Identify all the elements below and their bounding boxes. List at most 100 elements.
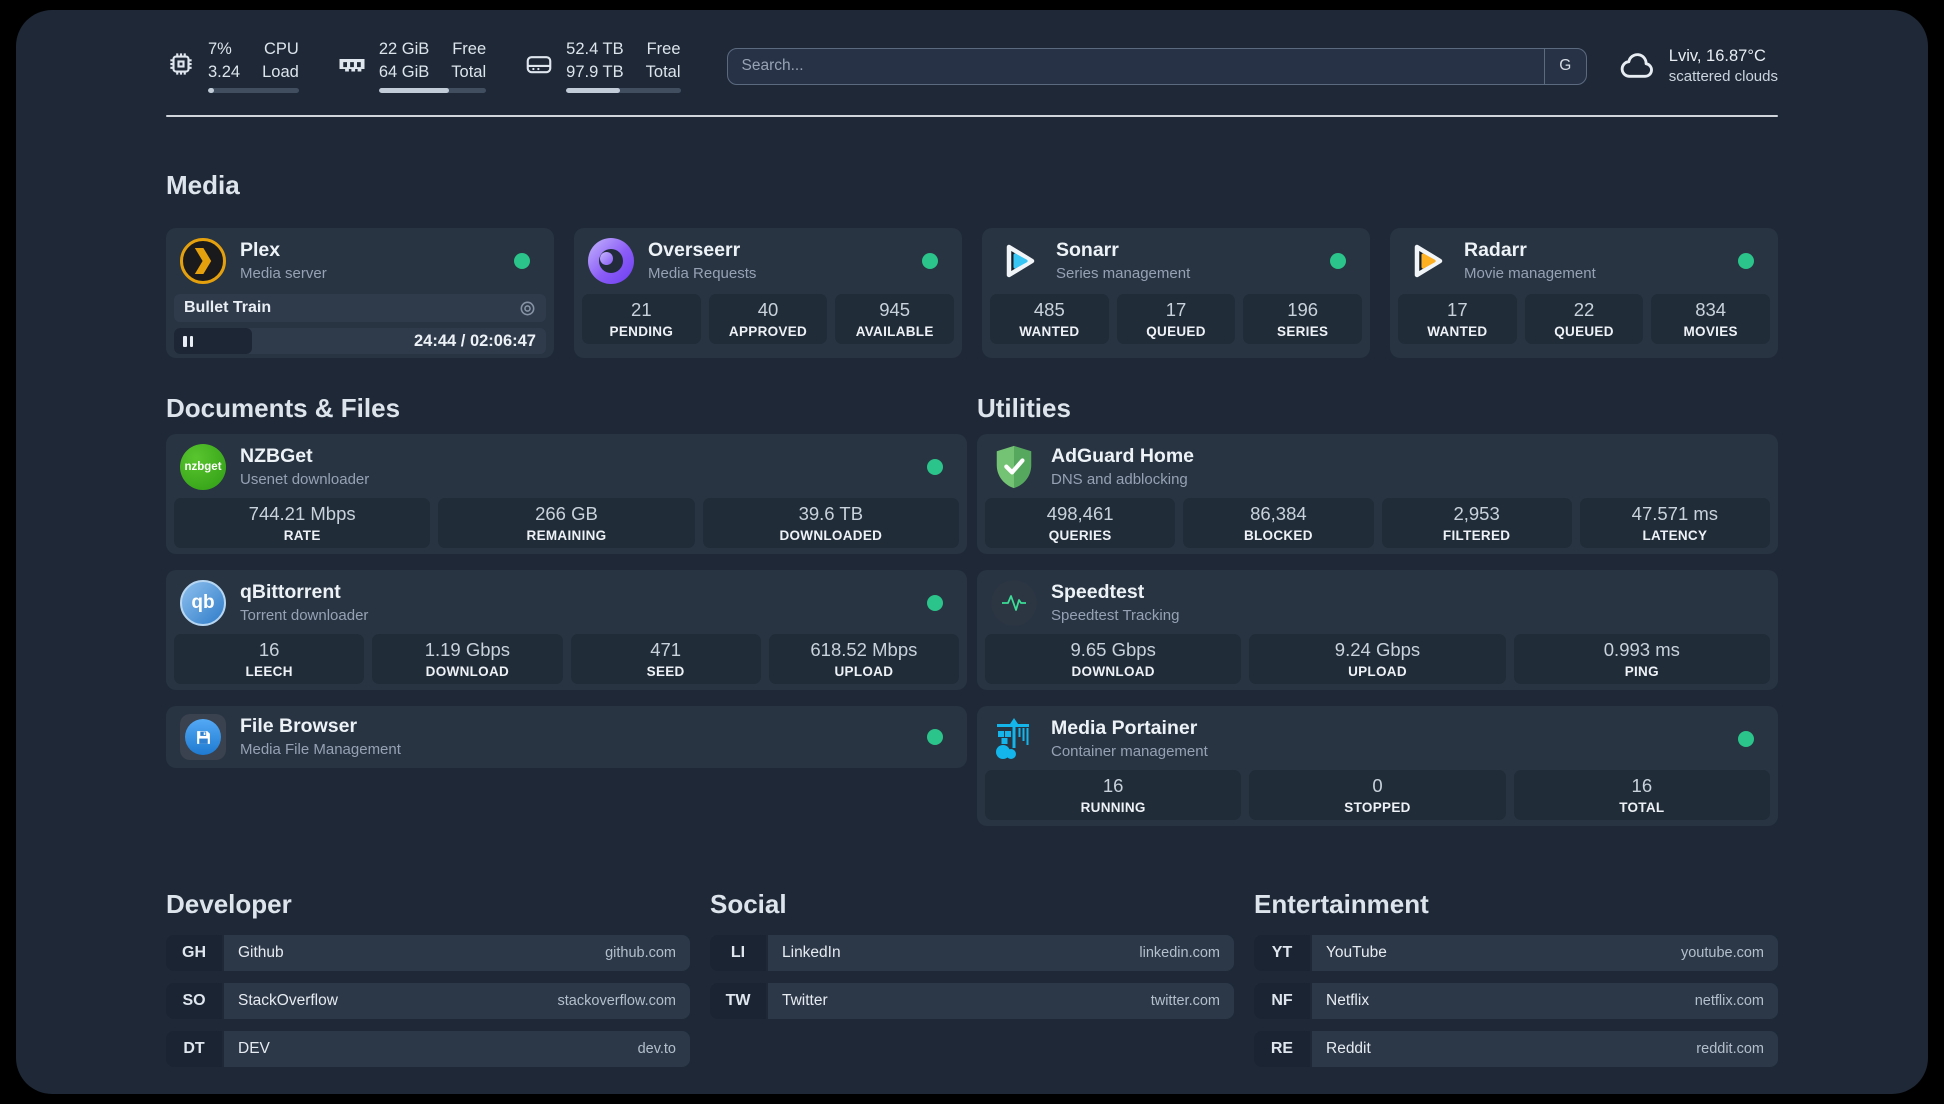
portainer-icon <box>991 716 1037 762</box>
cpu-usage-label: CPU <box>264 40 299 59</box>
pause-icon[interactable] <box>183 335 193 347</box>
top-bar: 7% CPU 3.24 Load <box>166 35 1778 97</box>
service-card-qbittorrent[interactable]: qb qBittorrent Torrent downloader 16 LEE… <box>166 570 967 690</box>
now-playing-view-icon[interactable] <box>519 300 536 317</box>
service-card-speedtest[interactable]: Speedtest Speedtest Tracking 9.65 Gbps D… <box>977 570 1778 690</box>
cpu-progress-fill <box>208 87 215 93</box>
stat-label: LEECH <box>245 663 293 679</box>
stat-value: 16 <box>1631 775 1653 797</box>
cpu-icon <box>166 49 196 79</box>
bookmark-dev[interactable]: DT DEV dev.to <box>166 1031 690 1067</box>
bookmark-url: stackoverflow.com <box>557 993 676 1009</box>
qbittorrent-icon: qb <box>180 580 226 626</box>
search-provider-button[interactable]: G <box>1543 48 1586 84</box>
status-dot-online <box>922 253 938 269</box>
bookmark-name: LinkedIn <box>782 944 841 961</box>
status-dot-online <box>927 459 943 475</box>
stat-label: DOWNLOAD <box>425 663 510 679</box>
stat-ping: 0.993 ms PING <box>1513 634 1770 684</box>
service-name: File Browser <box>240 714 358 737</box>
stat-value: 498,461 <box>1046 503 1114 525</box>
stat-downloaded: 39.6 TB DOWNLOADED <box>702 498 959 548</box>
service-card-portainer[interactable]: Media Portainer Container management 16 … <box>977 706 1778 826</box>
overseerr-icon <box>588 238 634 284</box>
service-card-adguard[interactable]: AdGuard Home DNS and adblocking 498,461 … <box>977 434 1778 554</box>
stat-value: 0.993 ms <box>1603 639 1680 661</box>
stat-queued: 22 QUEUED <box>1524 294 1644 344</box>
bookmark-abbr: LI <box>710 935 766 971</box>
bookmark-name: Netflix <box>1326 992 1370 1009</box>
bookmark-linkedin[interactable]: LI LinkedIn linkedin.com <box>710 935 1234 971</box>
service-description: Series management <box>1056 264 1191 282</box>
stat-label: RUNNING <box>1080 799 1146 815</box>
bookmark-abbr: TW <box>710 983 766 1019</box>
bookmark-name: Reddit <box>1326 1040 1371 1057</box>
weather-condition: scattered clouds <box>1668 68 1778 85</box>
disk-free-label: Free <box>646 40 681 59</box>
stat-upload: 9.24 Gbps UPLOAD <box>1249 634 1506 684</box>
stat-value: 618.52 Mbps <box>810 639 918 661</box>
bookmark-name: Twitter <box>782 992 828 1009</box>
bookmark-abbr: SO <box>166 983 222 1019</box>
service-description: Media Requests <box>648 264 757 282</box>
service-card-filebrowser[interactable]: File Browser Media File Management <box>166 706 967 768</box>
stat-value: 196 <box>1287 299 1319 321</box>
bookmark-abbr: RE <box>1254 1031 1310 1067</box>
service-name: Radarr <box>1464 238 1527 261</box>
bookmark-reddit[interactable]: RE Reddit reddit.com <box>1254 1031 1778 1067</box>
service-card-plex[interactable]: Plex Media server Bullet Train 24:44 / 0… <box>166 228 554 358</box>
bookmark-youtube[interactable]: YT YouTube youtube.com <box>1254 935 1778 971</box>
bookmark-url: dev.to <box>637 1041 676 1057</box>
stat-label: SEED <box>646 663 685 679</box>
stat-series: 196 SERIES <box>1243 294 1363 344</box>
disk-icon <box>524 49 554 79</box>
memory-progress-fill <box>378 87 449 93</box>
bookmark-netflix[interactable]: NF Netflix netflix.com <box>1254 983 1778 1019</box>
stat-label: UPLOAD <box>1348 663 1407 679</box>
nzbget-icon: nzbget <box>180 444 226 490</box>
bookmark-github[interactable]: GH Github github.com <box>166 935 690 971</box>
bookmark-name: Github <box>238 944 284 961</box>
playback-progress-bar: 24:44 / 02:06:47 <box>174 328 546 354</box>
disk-total-label: Total <box>645 62 681 81</box>
stat-value: 86,384 <box>1250 503 1307 525</box>
playback-elapsed-fill <box>174 328 253 354</box>
stat-label: SERIES <box>1277 323 1329 339</box>
cpu-load-value: 3.24 <box>208 62 241 81</box>
service-card-radarr[interactable]: Radarr Movie management 17 WANTED 22 QUE… <box>1390 228 1778 358</box>
cpu-load-label: Load <box>262 62 299 81</box>
stat-remaining: 266 GB REMAINING <box>438 498 695 548</box>
search-input[interactable] <box>727 48 1544 84</box>
utilities-column: Utilities AdGuard Home <box>977 392 1778 842</box>
documents-column: Documents & Files nzbget NZBGet Usenet d… <box>166 392 967 842</box>
stat-rate: 744.21 Mbps RATE <box>174 498 431 548</box>
stat-label: WANTED <box>1019 323 1080 339</box>
stat-leech: 16 LEECH <box>174 634 365 684</box>
stat-label: DOWNLOADED <box>779 527 883 543</box>
bookmark-stackoverflow[interactable]: SO StackOverflow stackoverflow.com <box>166 983 690 1019</box>
status-dot-online <box>927 595 943 611</box>
service-description: DNS and adblocking <box>1051 470 1188 488</box>
service-card-overseerr[interactable]: Overseerr Media Requests 21 PENDING 40 A… <box>574 228 962 358</box>
service-description: Movie management <box>1464 264 1596 282</box>
service-card-sonarr[interactable]: Sonarr Series management 485 WANTED 17 Q… <box>982 228 1370 358</box>
service-card-nzbget[interactable]: nzbget NZBGet Usenet downloader 744.21 M… <box>166 434 967 554</box>
stat-value: 47.571 ms <box>1631 503 1719 525</box>
plex-icon <box>180 238 226 284</box>
section-title-entertainment: Entertainment <box>1254 889 1429 919</box>
bookmark-twitter[interactable]: TW Twitter twitter.com <box>710 983 1234 1019</box>
stat-label: WANTED <box>1427 323 1488 339</box>
status-dot-online <box>514 253 530 269</box>
bookmark-name: DEV <box>238 1040 270 1057</box>
weather-location-temp: Lviv, 16.87°C <box>1668 46 1766 65</box>
memory-total-label: Total <box>451 62 487 81</box>
stat-label: STOPPED <box>1344 799 1411 815</box>
stat-value: 40 <box>757 299 779 321</box>
speedtest-icon <box>991 580 1037 626</box>
stat-value: 9.24 Gbps <box>1334 639 1421 661</box>
stat-running: 16 RUNNING <box>985 770 1242 820</box>
service-name: Speedtest <box>1051 580 1145 603</box>
adguard-icon <box>991 444 1037 490</box>
bookmark-abbr: DT <box>166 1031 222 1067</box>
bookmark-url: github.com <box>605 945 676 961</box>
